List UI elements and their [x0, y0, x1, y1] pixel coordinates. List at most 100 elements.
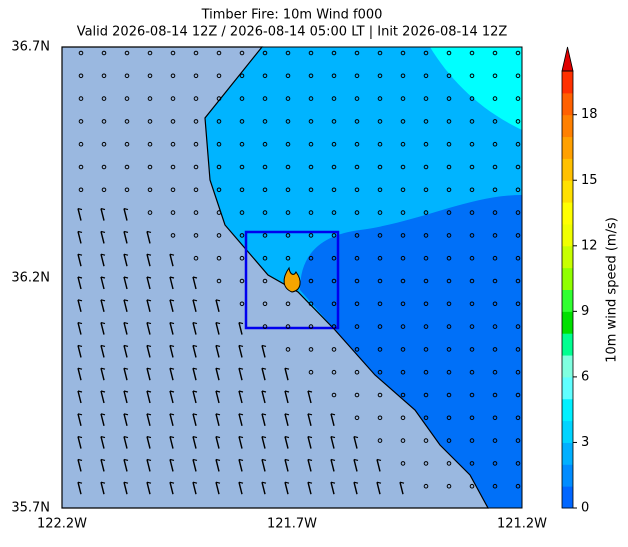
calm-marker — [239, 233, 245, 238]
calm-marker — [147, 119, 153, 124]
calm-marker — [354, 278, 360, 284]
calm-marker — [446, 392, 452, 398]
barb — [376, 459, 381, 472]
calm-marker — [377, 119, 383, 124]
barb — [100, 230, 106, 233]
barb — [261, 345, 266, 358]
barb — [215, 299, 220, 312]
barb — [146, 299, 151, 312]
barb — [215, 390, 220, 404]
calm-marker — [285, 233, 291, 238]
calm-marker — [331, 278, 337, 284]
calm-marker — [423, 301, 429, 307]
calm-marker — [400, 278, 406, 284]
calm-marker — [400, 73, 406, 79]
barb — [123, 299, 129, 302]
barb — [192, 299, 198, 302]
calm-marker — [515, 415, 521, 421]
barb — [192, 322, 197, 335]
barb — [100, 436, 106, 439]
calm-marker — [308, 164, 314, 170]
calm-marker — [492, 50, 498, 56]
calm-marker — [101, 164, 107, 170]
barb — [146, 436, 152, 439]
colorbar-tick-label: 18 — [581, 107, 598, 122]
calm-marker — [331, 324, 337, 329]
calm-marker — [469, 233, 475, 238]
barb — [77, 208, 82, 221]
barb — [192, 482, 197, 495]
calm-marker — [239, 278, 245, 284]
colorbar-band — [562, 114, 573, 138]
barb — [123, 299, 128, 312]
barb — [192, 436, 197, 449]
calm-marker — [515, 96, 521, 101]
barb — [353, 481, 359, 484]
calm-marker — [124, 187, 130, 193]
calm-marker — [331, 255, 337, 261]
barb — [353, 436, 359, 439]
calm-marker — [170, 210, 176, 215]
barb — [77, 322, 83, 325]
calm-marker — [492, 96, 498, 101]
calm-marker — [308, 324, 314, 329]
barb — [100, 322, 105, 335]
calm-marker — [423, 141, 429, 147]
barb — [353, 436, 358, 449]
calm-marker — [469, 347, 475, 352]
calm-marker — [193, 73, 199, 79]
colorbar-label: 10m wind speed (m/s) — [605, 217, 620, 363]
calm-marker — [216, 141, 222, 147]
barb — [284, 413, 290, 416]
colorbar-band — [562, 464, 573, 487]
barb — [192, 481, 198, 484]
calm-marker — [400, 233, 406, 238]
barb — [169, 276, 175, 279]
barb — [100, 345, 105, 358]
colorbar-band — [562, 245, 573, 269]
barb — [261, 459, 266, 472]
calm-marker — [400, 324, 406, 329]
barb — [192, 413, 198, 416]
barb — [192, 413, 197, 426]
calm-marker — [492, 210, 498, 215]
barb — [169, 276, 174, 290]
calm-marker — [492, 73, 498, 79]
barb — [261, 344, 267, 347]
calm-marker — [170, 141, 176, 147]
calm-marker — [492, 438, 498, 443]
calm-marker — [331, 392, 337, 398]
barb — [284, 436, 289, 449]
barb — [146, 254, 151, 267]
calm-marker — [239, 187, 245, 193]
calm-marker — [423, 233, 429, 238]
calm-marker — [446, 438, 452, 443]
calm-marker — [193, 119, 199, 124]
calm-marker — [492, 301, 498, 307]
fire-box — [244, 230, 340, 330]
calm-marker — [354, 187, 360, 193]
barb — [215, 436, 221, 439]
calm-marker — [377, 210, 383, 215]
calm-marker — [469, 255, 475, 261]
calm-marker — [515, 164, 521, 170]
barb — [284, 482, 289, 495]
barb — [123, 322, 128, 335]
barb — [169, 322, 175, 325]
calm-marker — [515, 187, 521, 193]
calm-marker — [515, 438, 521, 443]
barb — [77, 276, 83, 279]
calm-marker — [515, 255, 521, 261]
calm-marker — [469, 392, 475, 398]
calm-marker — [377, 96, 383, 101]
barb — [238, 436, 243, 449]
barb — [261, 413, 267, 416]
calm-marker — [423, 50, 429, 56]
barb — [261, 481, 267, 484]
calm-marker — [193, 233, 199, 238]
calm-marker — [285, 301, 291, 307]
calm-marker — [216, 255, 222, 261]
barb — [307, 390, 313, 393]
barb — [123, 413, 129, 416]
calm-marker — [469, 438, 475, 443]
